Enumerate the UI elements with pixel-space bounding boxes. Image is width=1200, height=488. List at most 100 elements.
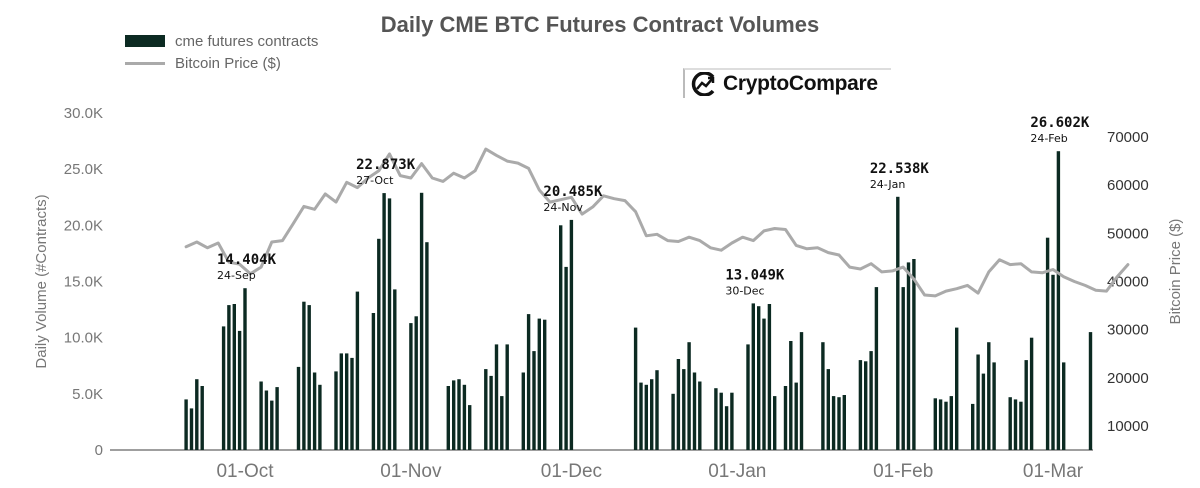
bitcoin-price-line: [184, 147, 1130, 298]
volume-bar: [1045, 237, 1050, 450]
y-left-tick-label: 5.0K: [72, 386, 103, 403]
volume-bar: [1008, 397, 1012, 450]
volume-bar: [462, 384, 467, 450]
volume-bar: [644, 384, 648, 450]
volume-bar: [821, 342, 825, 450]
volume-bar: [858, 360, 863, 450]
volume-bar: [200, 386, 204, 450]
volume-bar: [719, 392, 723, 450]
annotation-value: 20.485K: [543, 184, 603, 200]
volume-bar: [312, 372, 317, 450]
annotation-date: 24-Feb: [1030, 132, 1067, 145]
volume-bar: [901, 287, 905, 450]
annotation-date: 27-Oct: [356, 174, 394, 187]
volume-bar: [724, 406, 729, 450]
volume-bar: [751, 303, 755, 450]
volume-bar: [564, 266, 568, 450]
volume-bar: [714, 388, 718, 450]
y-right-tick-label: 50000: [1107, 225, 1149, 242]
volume-bar: [505, 344, 509, 450]
volume-bar: [355, 291, 360, 450]
y-left-tick-label: 30.0K: [64, 105, 103, 122]
volume-bar: [1029, 337, 1034, 450]
volume-bar: [789, 341, 793, 450]
volume-bar: [350, 357, 354, 450]
volume-bar: [419, 192, 424, 451]
cryptocompare-logo-icon: [691, 72, 715, 96]
volume-bar: [237, 330, 242, 450]
legend: cme futures contracts Bitcoin Price ($): [125, 30, 318, 74]
volume-bar: [521, 372, 525, 450]
y-right-tick-label: 20000: [1107, 370, 1149, 387]
volume-bar: [195, 379, 199, 450]
volume-bar: [955, 327, 959, 450]
volume-bar: [864, 361, 868, 450]
volume-bar: [655, 370, 659, 450]
volume-bar: [537, 318, 541, 450]
volume-bar: [981, 373, 986, 450]
volume-bar: [906, 262, 911, 450]
volume-bar: [650, 379, 654, 450]
volume-bar: [345, 353, 349, 450]
legend-entry-volume: cme futures contracts: [125, 30, 318, 52]
volume-bar: [259, 381, 263, 450]
volume-bar: [762, 318, 766, 450]
y-right-axis-title: Bitcoin Price ($): [1167, 219, 1184, 325]
volume-bar: [532, 351, 536, 450]
volume-bar: [569, 219, 574, 450]
volume-bar: [949, 396, 953, 450]
volume-bar: [484, 369, 488, 450]
volume-bar: [799, 332, 804, 450]
volume-bar: [387, 198, 392, 450]
y-left-tick-label: 15.0K: [64, 274, 103, 291]
volume-bar: [896, 196, 900, 450]
volume-bar: [227, 305, 231, 450]
legend-entry-price: Bitcoin Price ($): [125, 52, 318, 74]
volume-bar: [494, 344, 499, 450]
volume-bar: [1062, 362, 1066, 450]
legend-label-volume: cme futures contracts: [175, 32, 319, 50]
legend-label-price: Bitcoin Price ($): [175, 54, 281, 72]
volume-bar: [682, 369, 686, 450]
volume-bar: [757, 306, 761, 450]
logo-text: CryptoCompare: [723, 72, 878, 95]
volume-bar: [414, 316, 418, 450]
volume-bar: [639, 382, 643, 450]
volume-bar: [1024, 360, 1028, 450]
volume-bar: [232, 304, 236, 450]
volume-bar: [938, 399, 943, 450]
volume-bar: [837, 397, 841, 450]
volume-bar: [334, 371, 338, 450]
volume-bar: [826, 369, 830, 450]
x-tick-label: 01-Nov: [380, 461, 442, 482]
volume-bar: [912, 259, 916, 450]
volume-bar: [371, 313, 376, 450]
annotation-value: 13.049K: [725, 267, 785, 283]
annotation-date: 24-Sep: [217, 269, 256, 282]
y-right-tick-label: 60000: [1107, 177, 1149, 194]
volume-bar: [409, 323, 413, 450]
volume-bar: [302, 301, 306, 450]
volume-bar: [221, 326, 226, 450]
volume-bar: [831, 396, 836, 450]
annotation-value: 22.873K: [356, 157, 416, 173]
volume-bar: [318, 384, 322, 450]
volume-bar: [730, 392, 734, 450]
volume-bar: [382, 193, 386, 450]
legend-swatch-volume: [125, 35, 165, 47]
volume-bar: [275, 387, 279, 450]
x-tick-label: 01-Mar: [1023, 461, 1084, 482]
annotation-date: 24-Nov: [543, 201, 583, 214]
volume-bar: [944, 401, 948, 450]
volume-bar: [698, 381, 702, 450]
volume-bar: [452, 380, 456, 450]
volume-bar: [377, 238, 381, 450]
y-left-tick-label: 20.0K: [64, 217, 103, 234]
volume-bar: [1019, 401, 1023, 450]
x-tick-label: 01-Oct: [216, 461, 274, 482]
volume-bar: [393, 289, 397, 450]
volume-bar: [1056, 151, 1061, 450]
volume-bar: [842, 395, 846, 450]
legend-swatch-price: [125, 61, 165, 65]
volume-bar: [559, 225, 563, 450]
